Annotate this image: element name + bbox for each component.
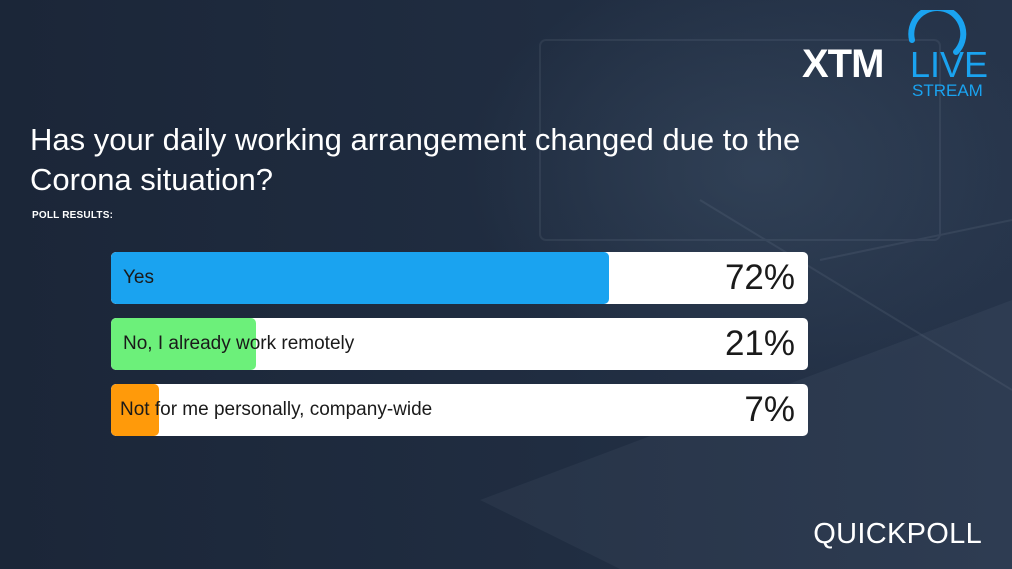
poll-option: No, I already work remotely 21% <box>111 318 808 370</box>
result-bar-fill <box>111 318 257 370</box>
result-bar-fill <box>111 252 609 304</box>
poll-option: Yes 72% <box>111 252 808 304</box>
poll-results-label: POLL RESULTS: <box>32 210 114 221</box>
option-percent: 72% <box>724 258 795 297</box>
poll-option: Not for me personally, company-wide 7% <box>111 384 808 436</box>
option-percent: 7% <box>744 390 795 429</box>
quickpoll-label: QUICKPOLL <box>813 518 982 550</box>
broadcast-arc-icon <box>908 10 967 55</box>
poll-results: Yes 72% No, I already work remotely 21% … <box>111 252 808 450</box>
logo-stream: STREAM <box>912 81 983 100</box>
option-label: No, I already work remotely <box>123 333 355 354</box>
option-percent: 21% <box>724 324 795 363</box>
option-label: Yes <box>123 267 154 288</box>
logo-live: LIVE <box>910 44 988 85</box>
poll-question: Has your daily working arrangement chang… <box>30 122 801 197</box>
xtm-live-stream-logo: XTM LIVE STREAM <box>802 10 988 100</box>
logo-xtm: XTM <box>802 42 883 86</box>
option-label: Not for me personally, company-wide <box>120 399 433 420</box>
result-bar-fill <box>111 384 160 436</box>
